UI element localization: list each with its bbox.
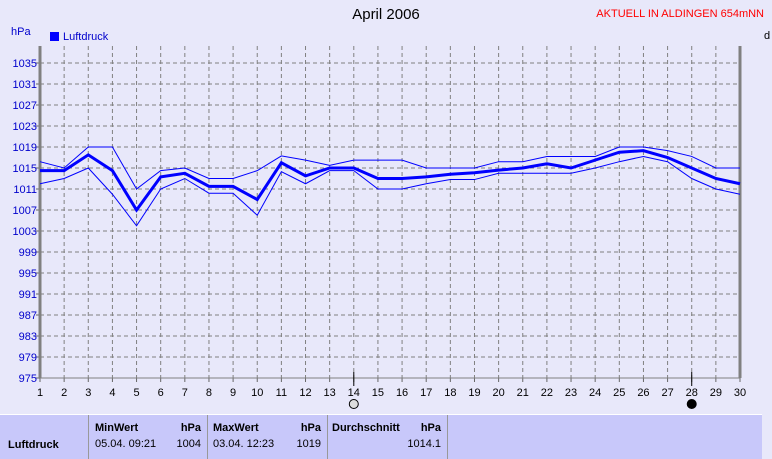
chart-title: April 2006 <box>352 6 420 23</box>
x-tick-label: 19 <box>468 387 480 399</box>
y-axis-label: hPa <box>11 26 31 38</box>
status-location: AKTUELL IN ALDINGEN 654mNN <box>596 8 764 20</box>
y-tick-label: 1027 <box>13 100 37 112</box>
x-tick-label: 3 <box>85 387 91 399</box>
y-tick-label: 975 <box>19 373 37 385</box>
max-header: MaxWert <box>213 422 259 434</box>
x-tick-label: 14 <box>348 387 360 399</box>
series-average-line <box>40 149 741 213</box>
avg-value: 1014.1 <box>407 438 441 450</box>
series-min-line <box>39 155 741 227</box>
series-max-line <box>39 146 740 190</box>
x-tick-label: 6 <box>158 387 164 399</box>
x-tick-label: 8 <box>206 387 212 399</box>
min-value: 1004 <box>176 438 201 450</box>
x-tick-label: 12 <box>299 387 311 399</box>
legend-label: Luftdruck <box>63 31 109 43</box>
x-tick-label: 26 <box>637 387 649 399</box>
x-tick-label: 22 <box>541 387 553 399</box>
max-date: 03.04. 12:23 <box>213 438 275 450</box>
x-tick-label: 28 <box>686 387 698 399</box>
y-tick-label: 995 <box>19 268 37 280</box>
y-tick-label: 1015 <box>13 163 37 175</box>
row-label: Luftdruck <box>8 439 59 451</box>
x-tick-label: 2 <box>61 387 67 399</box>
y-tick-label: 991 <box>19 289 37 301</box>
x-tick-label: 9 <box>230 387 236 399</box>
legend-swatch <box>50 32 59 41</box>
min-date: 05.04. 09:21 <box>95 438 157 450</box>
x-tick-label: 29 <box>710 387 722 399</box>
x-tick-label: 18 <box>444 387 456 399</box>
min-unit: hPa <box>180 422 201 434</box>
y-tick-label: 983 <box>19 331 37 343</box>
x-tick-label: 27 <box>661 387 673 399</box>
y-tick-label: 1031 <box>13 79 37 91</box>
y-tick-label: 1007 <box>13 205 37 217</box>
y-tick-label: 1035 <box>13 58 37 70</box>
avg-unit: hPa <box>420 422 441 434</box>
min-header: MinWert <box>95 422 139 434</box>
x-tick-label: 1 <box>37 387 43 399</box>
x-tick-label: 11 <box>276 387 287 399</box>
x-tick-label: 30 <box>734 387 746 399</box>
x-tick-label: 4 <box>109 387 115 399</box>
x-tick-label: 15 <box>372 387 384 399</box>
x-tick-label: 16 <box>396 387 408 399</box>
pressure-chart: 9759799839879919959991003100710111015101… <box>13 46 746 409</box>
x-tick-label: 7 <box>182 387 188 399</box>
y-tick-label: 1003 <box>13 226 37 238</box>
y-tick-label: 999 <box>19 247 37 259</box>
legend: Luftdruck <box>50 31 108 43</box>
x-tick-label: 23 <box>565 387 577 399</box>
x-tick-label: 5 <box>133 387 139 399</box>
y-tick-label: 979 <box>19 352 37 364</box>
max-unit: hPa <box>300 422 321 434</box>
y-tick-label: 1011 <box>13 184 37 196</box>
max-value: 1019 <box>296 438 321 450</box>
y-tick-label: 1023 <box>13 121 37 133</box>
x-tick-label: 21 <box>517 387 529 399</box>
x-tick-label: 13 <box>324 387 336 399</box>
y-tick-label: 1019 <box>13 142 37 154</box>
x-tick-label: 25 <box>613 387 625 399</box>
avg-header: Durchschnitt <box>332 422 400 434</box>
x-tick-label: 10 <box>251 387 263 399</box>
x-tick-label: 24 <box>589 387 601 399</box>
y-tick-label: 987 <box>19 310 37 322</box>
cut-off-label: d <box>764 30 771 42</box>
x-tick-label: 20 <box>492 387 504 399</box>
new-moon-icon <box>686 399 697 409</box>
stats-table: Luftdruck MinWert hPa 05.04. 09:21 1004 … <box>0 414 762 459</box>
x-tick-label: 17 <box>420 387 432 399</box>
full-moon-icon <box>348 399 359 409</box>
